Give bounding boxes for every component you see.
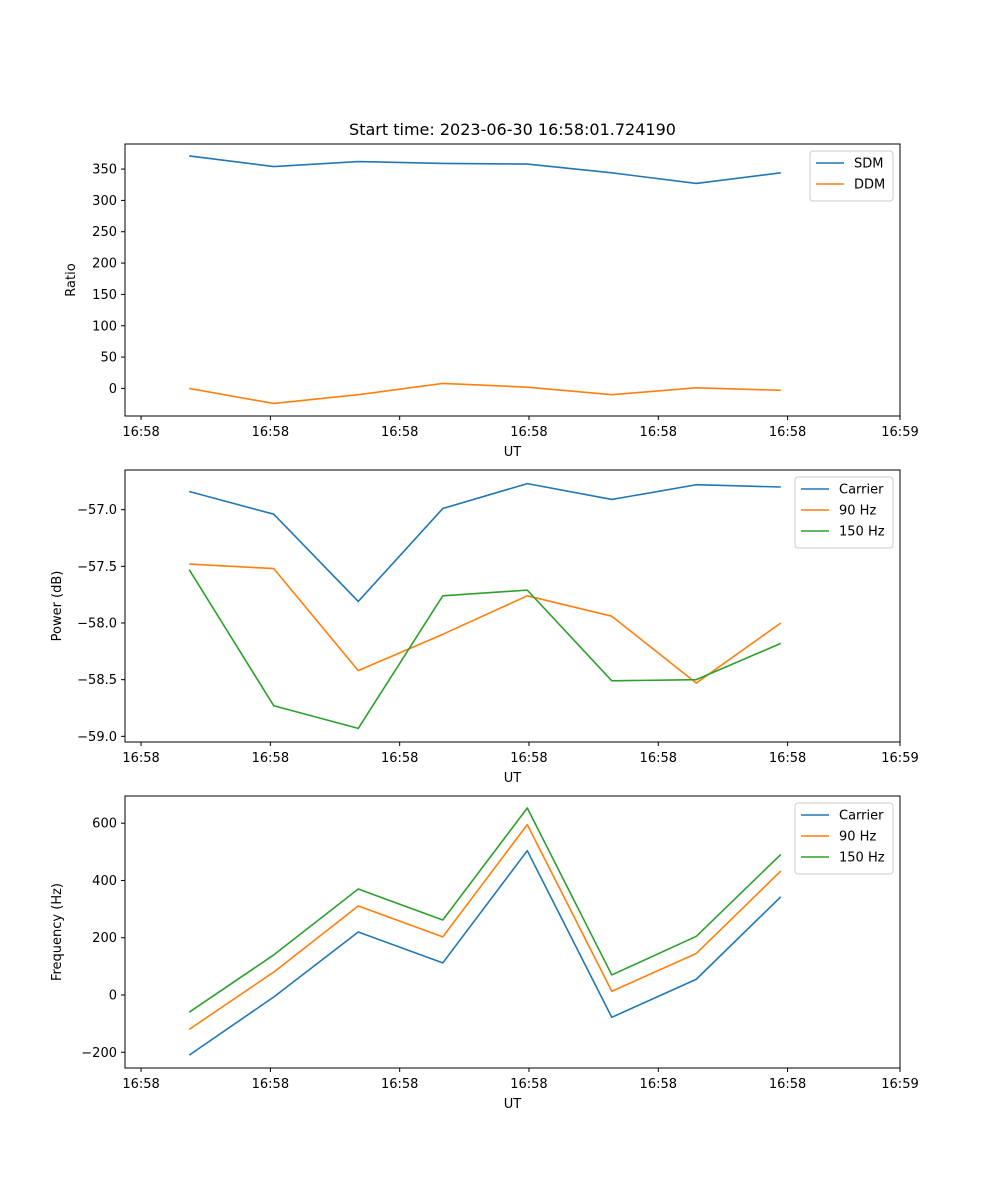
x-tick-label: 16:59 — [881, 751, 918, 766]
legend-label: Carrier — [839, 809, 884, 824]
subplot-1: Start time: 2023-06-30 16:58:01.724190 16… — [64, 120, 919, 460]
x-tick-label: 16:58 — [122, 425, 159, 440]
series-line-90-hz — [189, 563, 782, 684]
y-tick-label: 0 — [109, 988, 117, 1003]
series-line-sdm — [189, 155, 781, 185]
x-tick-label: 16:58 — [381, 1077, 418, 1092]
series-line-carrier — [189, 482, 781, 603]
legend-label: Carrier — [839, 483, 884, 498]
y-tick-label: 150 — [92, 288, 117, 303]
y-tick-label: 200 — [92, 931, 117, 946]
legend-label: 90 Hz — [839, 504, 876, 519]
legend: SDM DDM — [809, 150, 894, 202]
axes-frame — [124, 469, 901, 743]
series-line-150-hz — [188, 569, 782, 730]
x-tick-label: 16:58 — [252, 1077, 289, 1092]
subplot-2: 16:58 16:58 16:58 16:58 16:58 16:58 16:59 −59.0… — [50, 469, 919, 786]
x-tick-label: 16:58 — [640, 1077, 677, 1092]
x-tick-label: 16:58 — [640, 751, 677, 766]
legend-label: DDM — [854, 178, 885, 193]
legend: Carrier 90 Hz 150 Hz — [794, 476, 894, 549]
x-axis-label: UT — [504, 771, 522, 786]
x-tick-label: 16:59 — [881, 425, 918, 440]
y-tick-label: −59.0 — [77, 730, 117, 745]
x-tick-label: 16:58 — [381, 425, 418, 440]
y-tick-label: −57.5 — [77, 560, 117, 575]
x-tick-label: 16:58 — [769, 425, 806, 440]
y-tick-label: 100 — [92, 319, 117, 334]
x-axis-label: UT — [504, 1097, 522, 1112]
y-tick-label: −58.5 — [77, 673, 117, 688]
x-tick-label: 16:58 — [510, 425, 547, 440]
y-axis-label: Ratio — [64, 263, 79, 296]
x-tick-label: 16:58 — [122, 1077, 159, 1092]
y-axis-label: Power (dB) — [50, 571, 65, 642]
series-line-ddm — [189, 382, 781, 405]
series-line-carrier — [188, 849, 782, 1056]
y-tick-label: 600 — [92, 817, 117, 832]
series-line-150-hz — [188, 807, 782, 1013]
y-tick-label: 400 — [92, 874, 117, 889]
y-tick-label: −58.0 — [77, 617, 117, 632]
y-tick-label: −57.0 — [77, 503, 117, 518]
x-tick-label: 16:58 — [769, 1077, 806, 1092]
y-tick-label: 350 — [92, 163, 117, 178]
legend-label: 90 Hz — [839, 830, 876, 845]
x-axis-label: UT — [504, 445, 522, 460]
y-tick-label: −200 — [81, 1046, 117, 1061]
x-tick-label: 16:58 — [769, 751, 806, 766]
axes-frame — [124, 795, 901, 1069]
legend: Carrier 90 Hz 150 Hz — [794, 802, 894, 875]
x-tick-label: 16:58 — [252, 425, 289, 440]
y-tick-label: 250 — [92, 225, 117, 240]
x-tick-label: 16:58 — [640, 425, 677, 440]
legend-label: SDM — [854, 157, 883, 172]
x-tick-label: 16:58 — [510, 751, 547, 766]
y-tick-label: 0 — [109, 382, 117, 397]
x-tick-label: 16:58 — [510, 1077, 547, 1092]
subplot-3: 16:58 16:58 16:58 16:58 16:58 16:58 16:59 −200 0… — [50, 795, 919, 1112]
legend-label: 150 Hz — [839, 525, 885, 540]
chart-title: Start time: 2023-06-30 16:58:01.724190 — [349, 120, 676, 139]
y-tick-label: 200 — [92, 257, 117, 272]
x-tick-label: 16:58 — [122, 751, 159, 766]
legend-label: 150 Hz — [839, 851, 885, 866]
x-tick-label: 16:58 — [252, 751, 289, 766]
y-tick-label: 50 — [100, 351, 117, 366]
axes-frame — [124, 143, 901, 417]
x-tick-label: 16:58 — [381, 751, 418, 766]
x-tick-label: 16:59 — [881, 1077, 918, 1092]
y-tick-label: 300 — [92, 194, 117, 209]
series-line-90-hz — [188, 823, 782, 1031]
y-axis-label: Frequency (Hz) — [50, 883, 65, 981]
